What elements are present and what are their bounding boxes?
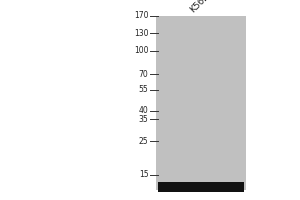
- Text: 100: 100: [134, 46, 148, 55]
- Text: 15: 15: [139, 170, 148, 179]
- Text: 130: 130: [134, 29, 148, 38]
- Text: 35: 35: [139, 115, 148, 124]
- Text: K562: K562: [189, 0, 211, 14]
- Text: 55: 55: [139, 85, 148, 94]
- Bar: [156, 16, 246, 190]
- Bar: [158, 182, 244, 192]
- Text: 25: 25: [139, 137, 148, 146]
- Text: 170: 170: [134, 11, 148, 20]
- Text: 40: 40: [139, 106, 148, 115]
- Text: 70: 70: [139, 70, 148, 79]
